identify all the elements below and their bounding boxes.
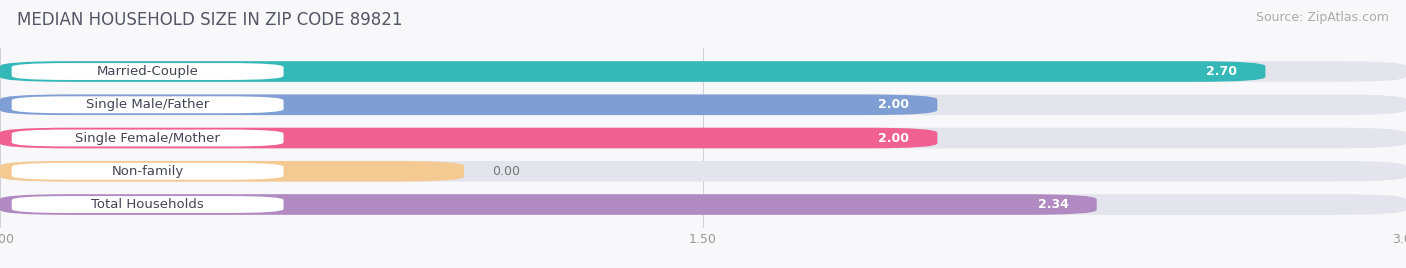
Text: Single Male/Father: Single Male/Father [86, 98, 209, 111]
Text: MEDIAN HOUSEHOLD SIZE IN ZIP CODE 89821: MEDIAN HOUSEHOLD SIZE IN ZIP CODE 89821 [17, 11, 402, 29]
FancyBboxPatch shape [0, 128, 1406, 148]
Text: Total Households: Total Households [91, 198, 204, 211]
FancyBboxPatch shape [11, 196, 284, 213]
FancyBboxPatch shape [11, 96, 284, 113]
FancyBboxPatch shape [11, 63, 284, 80]
FancyBboxPatch shape [0, 61, 1265, 82]
Text: Non-family: Non-family [111, 165, 184, 178]
Text: 2.70: 2.70 [1206, 65, 1237, 78]
FancyBboxPatch shape [0, 128, 938, 148]
FancyBboxPatch shape [0, 194, 1406, 215]
FancyBboxPatch shape [0, 161, 1406, 182]
FancyBboxPatch shape [11, 129, 284, 147]
Text: Single Female/Mother: Single Female/Mother [75, 132, 221, 144]
FancyBboxPatch shape [0, 94, 1406, 115]
Text: Source: ZipAtlas.com: Source: ZipAtlas.com [1256, 11, 1389, 24]
FancyBboxPatch shape [11, 163, 284, 180]
Text: 2.00: 2.00 [879, 132, 910, 144]
Text: 0.00: 0.00 [492, 165, 520, 178]
FancyBboxPatch shape [0, 61, 1406, 82]
FancyBboxPatch shape [0, 161, 464, 182]
FancyBboxPatch shape [0, 94, 938, 115]
Text: Married-Couple: Married-Couple [97, 65, 198, 78]
Text: 2.34: 2.34 [1038, 198, 1069, 211]
FancyBboxPatch shape [0, 194, 1097, 215]
Text: 2.00: 2.00 [879, 98, 910, 111]
